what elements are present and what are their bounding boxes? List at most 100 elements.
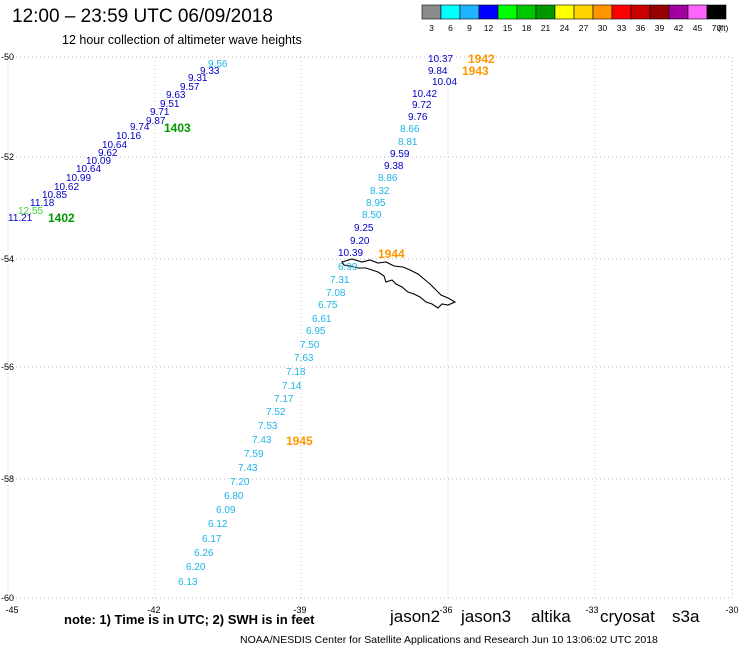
scale-label: 21 — [541, 23, 551, 33]
scale-swatch — [554, 4, 575, 20]
scale-label: 15 — [503, 23, 513, 33]
lat-tick-label: -60 — [1, 593, 14, 603]
wave-height-point: 6.13 — [178, 577, 198, 588]
map-grid — [7, 56, 733, 599]
lon-tick-label: -45 — [5, 605, 18, 615]
wave-height-point: 9.25 — [354, 223, 374, 234]
wave-height-point: 6.17 — [202, 534, 222, 545]
wave-height-point: 11.21 — [8, 213, 33, 224]
wave-height-point: 9.72 — [412, 100, 432, 111]
wave-height-point: 7.17 — [274, 394, 294, 405]
legend-jason3: jason3 — [461, 607, 512, 626]
wave-height-point: 10.37 — [428, 54, 453, 65]
scale-swatch — [687, 4, 708, 20]
scale-swatch — [478, 4, 499, 20]
wave-height-point: 9.33 — [200, 66, 220, 77]
wave-height-point: 10.16 — [116, 131, 141, 142]
lon-tick-label: -33 — [585, 605, 598, 615]
wave-height-point: 10.04 — [432, 77, 457, 88]
wave-height-point: 8.32 — [370, 186, 390, 197]
wave-height-point: 6.20 — [186, 562, 206, 573]
axis-labels: -45 -42 -39 -36 -33 -30 -50 -52 -54 -56 -58 -60 — [1, 52, 739, 615]
scale-label: 12 — [484, 23, 494, 33]
wave-height-point: 10.42 — [412, 89, 437, 100]
wave-height-point: 7.53 — [258, 421, 278, 432]
scale-swatch — [630, 4, 651, 20]
legend-jason2: jason2 — [390, 607, 441, 626]
wave-height-point: 7.43 — [238, 463, 258, 474]
legend-altika: altika — [531, 607, 571, 626]
scale-label: 36 — [636, 23, 646, 33]
scale-label: 24 — [560, 23, 570, 33]
pass-time-label: 1942 — [468, 52, 495, 66]
wave-height-point: 8.50 — [362, 210, 382, 221]
scale-swatch — [611, 4, 632, 20]
lon-tick-label: -42 — [147, 605, 160, 615]
wave-height-point: 10.62 — [54, 182, 79, 193]
lat-tick-label: -56 — [1, 362, 14, 372]
scale-label: 42 — [674, 23, 684, 33]
wave-height-point: 7.18 — [286, 367, 306, 378]
legend-s3a: s3a — [672, 607, 700, 626]
wave-height-point: 7.08 — [326, 288, 346, 299]
wave-height-point: 9.31 — [188, 73, 208, 84]
wave-height-point: 6.09 — [216, 505, 236, 516]
scale-swatch — [497, 4, 518, 20]
wave-height-point: 11.18 — [30, 198, 55, 209]
wave-height-point: 9.87 — [146, 116, 166, 127]
wave-height-point: 8.95 — [366, 198, 386, 209]
wave-height-point: 7.43 — [252, 435, 272, 446]
lon-tick-label: -36 — [439, 605, 452, 615]
pass-time-label: 1944 — [378, 247, 405, 261]
wave-height-point: 6.12 — [208, 519, 228, 530]
scale-label: 6 — [448, 23, 453, 33]
wave-height-point: 8.86 — [378, 173, 398, 184]
wave-height-point: 9.38 — [384, 161, 404, 172]
scale-label: 9 — [467, 23, 472, 33]
wave-height-point: 6.80 — [224, 491, 244, 502]
wave-height-point: 10.39 — [338, 248, 363, 259]
scale-swatch — [535, 4, 556, 20]
wave-height-point: 7.14 — [282, 381, 302, 392]
wave-height-point: 6.99 — [338, 262, 358, 273]
wave-height-point: 7.31 — [330, 275, 350, 286]
scale-label: 30 — [598, 23, 608, 33]
wave-height-point: 9.84 — [428, 66, 448, 77]
wave-height-point: 9.20 — [350, 236, 370, 247]
south-georgia-island — [341, 258, 457, 309]
wave-height-point: 7.20 — [230, 477, 250, 488]
scale-swatch — [668, 4, 689, 20]
wave-height-point: 12.55 — [18, 206, 43, 217]
south-georgia-coastline — [341, 258, 457, 309]
wave-height-point: 9.59 — [390, 149, 410, 160]
wave-height-point: 7.50 — [300, 340, 320, 351]
wave-height-point: 10.09 — [86, 156, 111, 167]
legend-cryosat: cryosat — [600, 607, 655, 626]
wave-height-point: 9.71 — [150, 107, 170, 118]
lon-tick-label: -39 — [293, 605, 306, 615]
wave-height-point: 9.51 — [160, 99, 180, 110]
wave-height-point: 10.64 — [102, 140, 127, 151]
pass-time-label: 1403 — [164, 121, 191, 135]
wave-height-point: 8.66 — [400, 124, 420, 135]
wave-height-point: 9.63 — [166, 90, 186, 101]
scale-swatch — [649, 4, 670, 20]
scale-label: 3 — [429, 23, 434, 33]
scale-swatch — [706, 4, 727, 20]
wave-height-points: 11.2111.1812.5510.8510.6210.9910.6410.09… — [8, 52, 495, 588]
scale-label: 70 — [712, 23, 722, 33]
scale-label: 27 — [579, 23, 589, 33]
credit-line: NOAA/NESDIS Center for Satellite Applica… — [240, 634, 658, 646]
wave-height-point: 7.52 — [266, 407, 286, 418]
pass-time-label: 1945 — [286, 434, 313, 448]
wave-height-point: 8.81 — [398, 137, 418, 148]
scale-swatch — [421, 4, 442, 20]
wave-height-point: 7.59 — [244, 449, 264, 460]
wave-height-point: 9.76 — [408, 112, 428, 123]
color-scale-legend: 3 6 9 12 15 18 21 24 27 30 33 36 39 42 45 70(ft) — [421, 4, 729, 33]
lat-tick-label: -52 — [1, 152, 14, 162]
wave-height-point: 10.99 — [66, 173, 91, 184]
scale-swatch — [440, 4, 461, 20]
pass-time-label: 1402 — [48, 211, 75, 225]
